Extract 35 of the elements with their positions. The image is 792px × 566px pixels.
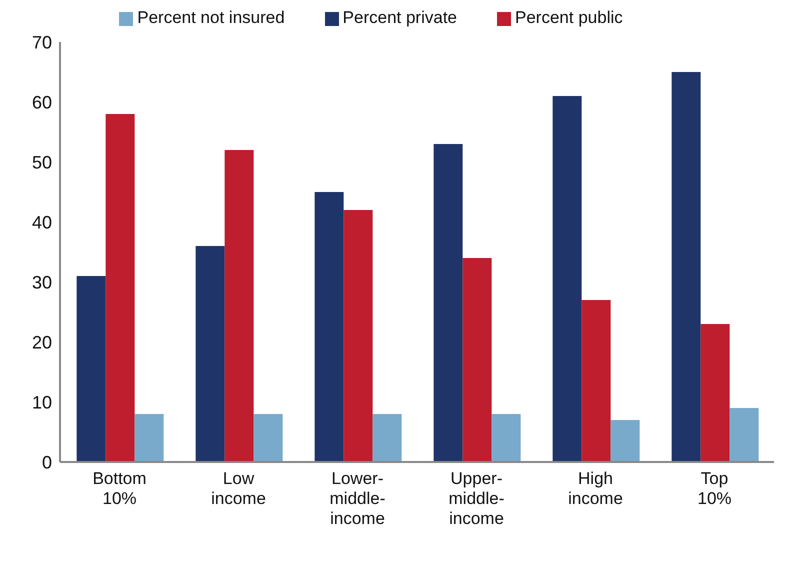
x-tick-label: Top 10%	[697, 469, 732, 508]
bar	[372, 414, 402, 462]
x-tick-label: Lower-middle-income	[330, 469, 386, 528]
bar	[106, 114, 135, 462]
bar	[462, 258, 492, 462]
x-tick-label: Low income	[211, 469, 266, 508]
bar	[134, 414, 164, 462]
bar	[700, 324, 730, 462]
bar	[434, 144, 463, 462]
bar	[672, 72, 701, 462]
y-tick-label: 30	[32, 272, 52, 292]
x-tick-label: Upper-middle-income	[448, 469, 504, 528]
bar	[224, 150, 254, 462]
bar	[76, 276, 106, 462]
y-tick-label: 0	[42, 452, 52, 472]
bar	[254, 414, 283, 462]
y-tick-label: 20	[32, 332, 52, 352]
bar	[492, 414, 521, 462]
x-tick-label: Bottom 10%	[92, 469, 146, 508]
y-tick-label: 40	[32, 212, 52, 232]
y-tick-label: 10	[32, 392, 52, 412]
bar	[196, 246, 225, 462]
legend-label: Percent private	[342, 8, 458, 27]
y-tick-label: 50	[32, 152, 52, 172]
legend-label: Percent public	[515, 8, 623, 27]
legend-label: Percent not insured	[137, 8, 285, 27]
bar	[730, 408, 759, 462]
y-tick-label: 70	[32, 32, 52, 52]
bar	[552, 96, 582, 462]
x-tick-label: High income	[568, 469, 623, 508]
bar	[344, 210, 373, 462]
bar	[610, 420, 640, 462]
y-tick-label: 60	[32, 92, 52, 112]
bar	[314, 192, 344, 462]
bar	[582, 300, 611, 462]
